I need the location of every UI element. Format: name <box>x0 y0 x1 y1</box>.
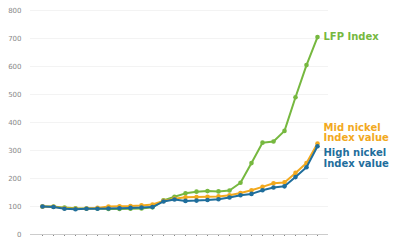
svg-text:300: 300 <box>8 147 21 155</box>
svg-text:High nickelIndex value: High nickelIndex value <box>324 147 390 169</box>
svg-text:LFP Index: LFP Index <box>324 31 380 42</box>
svg-text:800: 800 <box>8 7 21 15</box>
svg-text:700: 700 <box>8 35 21 43</box>
svg-text:100: 100 <box>8 203 21 211</box>
svg-text:400: 400 <box>8 119 21 127</box>
svg-text:500: 500 <box>8 91 21 99</box>
svg-text:200: 200 <box>8 175 21 183</box>
svg-text:Mid nickelIndex value: Mid nickelIndex value <box>324 122 390 144</box>
svg-text:0: 0 <box>17 231 21 239</box>
svg-text:600: 600 <box>8 63 21 71</box>
